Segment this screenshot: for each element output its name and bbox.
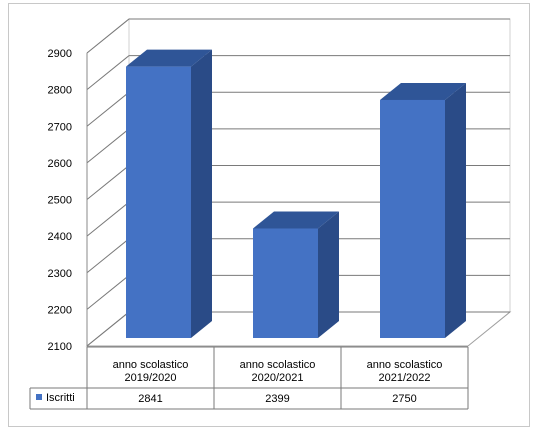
series-name-label: Iscritti: [46, 392, 75, 404]
gridline: [86, 55, 510, 91]
y-tick-label: 2100: [48, 341, 72, 353]
x-category-label: 2021/2022: [379, 372, 431, 384]
bar-1: [126, 66, 191, 338]
legend-key-iscritti: [36, 394, 42, 400]
bar-side-2: [318, 211, 339, 338]
y-tick-label: 2200: [48, 304, 72, 316]
bar-2: [253, 228, 318, 338]
x-category-label: anno scolastico: [240, 359, 316, 371]
table-value-1: 2841: [138, 393, 162, 405]
y-tick-label: 2400: [48, 231, 72, 243]
y-tick-label: 2300: [48, 268, 72, 280]
y-tick-label: 2700: [48, 121, 72, 133]
y-tick-label: 2900: [48, 48, 72, 60]
gridline: [86, 18, 510, 54]
bar-side-1: [191, 49, 212, 338]
y-tick-label: 2800: [48, 85, 72, 97]
x-category-label: 2020/2021: [252, 372, 304, 384]
bar-top-3: [380, 82, 466, 100]
y-tick-label: 2500: [48, 195, 72, 207]
bar-top-2: [253, 211, 339, 229]
bar-side-3: [445, 82, 466, 338]
bar-3: [380, 99, 445, 338]
x-category-label: anno scolastico: [113, 359, 189, 371]
table-value-3: 2750: [392, 393, 416, 405]
table-value-2: 2399: [265, 393, 289, 405]
x-category-label: anno scolastico: [367, 359, 443, 371]
x-category-label: 2019/2020: [125, 372, 177, 384]
y-tick-label: 2600: [48, 158, 72, 170]
bar-top-1: [126, 49, 212, 67]
